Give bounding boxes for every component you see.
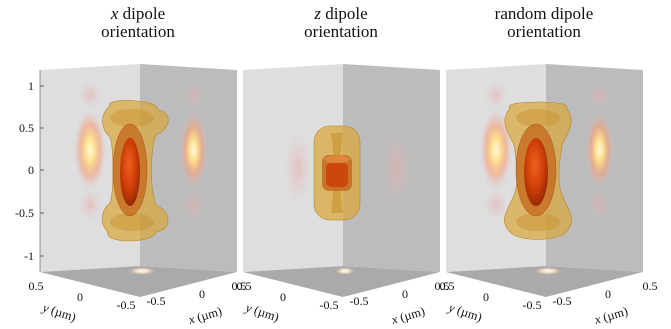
upper-lobe-shade [110, 109, 154, 127]
panel-title-line2: orientation [507, 22, 581, 41]
x-tick-label: -0.5 [350, 294, 369, 308]
y-axis-unit: (µm) [252, 303, 280, 324]
panel-title-line2: orientation [101, 22, 175, 41]
upper-lobe-shade [516, 109, 560, 127]
y-axis-label: y (µm) [445, 300, 484, 324]
panel-title-variable: z [313, 4, 325, 23]
x-axis-variable: x [186, 311, 199, 327]
y-tick-label: -0.5 [117, 298, 136, 312]
floor [243, 266, 440, 297]
isosurface [101, 100, 169, 242]
isosurface [504, 101, 572, 240]
y-tick-label: 0 [483, 290, 489, 304]
panel-title-line2: orientation [304, 22, 378, 41]
core-isosurface [326, 163, 348, 187]
x-axis-label: x (µm) [186, 304, 223, 327]
x-tick-label: 0 [199, 287, 205, 301]
lower-lobe-shade [110, 213, 154, 231]
y-axis-label: y (µm) [39, 300, 78, 324]
isosurface [313, 125, 361, 221]
panel-title-line1: x dipole [110, 4, 165, 23]
x-axis-label: x (µm) [389, 304, 426, 327]
y-tick-label: 0 [77, 290, 83, 304]
left-wall-projection-lobe [484, 189, 508, 221]
left-wall-projection-lobe [78, 81, 102, 109]
x-axis-unit: (µm) [601, 304, 629, 324]
left-wall-projection [284, 132, 312, 204]
panel-x: 0.5 0 -0.5 y (µm) -0.5 0 0.5 x (µm) [29, 64, 252, 327]
floor [446, 266, 643, 297]
x-axis-unit: (µm) [195, 304, 223, 324]
z-tick-label: -1 [24, 249, 34, 263]
floor-projection [128, 267, 156, 275]
y-tick-label: 0.5 [29, 279, 44, 293]
y-axis-label: y (µm) [242, 300, 281, 324]
right-wall-projection [382, 132, 411, 204]
z-tick-label: 1 [28, 79, 34, 93]
panel-random: 0.5 0 -0.5 y (µm) -0.5 0 0.5 x (µm) [435, 64, 658, 327]
y-tick-label: 0.5 [435, 279, 450, 293]
floor-projection [335, 267, 355, 275]
z-axis: 1 0.5 0 -0.5 -1 [15, 70, 44, 272]
core-isosurface [120, 138, 140, 206]
right-wall-projection-lobe [182, 82, 205, 108]
y-tick-label: 0 [280, 290, 286, 304]
x-tick-label: 0.5 [237, 279, 252, 293]
z-tick-label: 0 [28, 163, 34, 177]
y-tick-label: 0.5 [232, 279, 247, 293]
right-wall-projection [585, 112, 614, 188]
panel-title-line1: random dipole [495, 4, 594, 23]
x-tick-label: 0 [402, 287, 408, 301]
panel-title-variable: x [110, 4, 123, 23]
left-wall-projection [480, 110, 512, 190]
y-tick-label: -0.5 [320, 298, 339, 312]
x-tick-label: 0 [605, 287, 611, 301]
x-axis-variable: x [592, 311, 605, 327]
y-tick-label: -0.5 [523, 298, 542, 312]
panel-z: 0.5 0 -0.5 y (µm) -0.5 0 0.5 x (µm) [232, 64, 455, 327]
panel-title-text: dipole [123, 4, 166, 23]
x-tick-label: 0.5 [440, 279, 455, 293]
floor-projection [534, 267, 562, 275]
panel-title-text: random dipole [495, 4, 594, 23]
x-tick-label: 0.5 [643, 279, 658, 293]
x-axis-unit: (µm) [398, 304, 426, 324]
panel-title-line1: z dipole [313, 4, 367, 23]
x-tick-label: -0.5 [147, 294, 166, 308]
right-wall-projection [179, 112, 208, 188]
left-wall-projection-lobe [484, 81, 508, 109]
right-wall-projection-lobe [588, 190, 611, 220]
z-tick-label: -0.5 [15, 206, 34, 220]
right-wall-projection-lobe [182, 190, 205, 220]
panel-title-text: dipole [325, 4, 368, 23]
lower-lobe-shade [516, 213, 560, 231]
x-tick-label: -0.5 [553, 294, 572, 308]
core-isosurface [524, 138, 548, 206]
floor [40, 266, 237, 297]
x-axis-label: x (µm) [592, 304, 629, 327]
left-wall-projection-lobe [78, 189, 102, 221]
x-axis-variable: x [389, 311, 402, 327]
z-tick-label: 0.5 [19, 121, 34, 135]
y-axis-unit: (µm) [455, 303, 483, 324]
right-wall-projection-lobe [588, 82, 611, 108]
left-wall-projection [74, 110, 106, 190]
inner-cap [324, 155, 350, 163]
bottom-axes: 0.5 0 -0.5 y (µm) -0.5 0 0.5 x (µm) [232, 279, 455, 327]
y-axis-unit: (µm) [49, 303, 77, 324]
